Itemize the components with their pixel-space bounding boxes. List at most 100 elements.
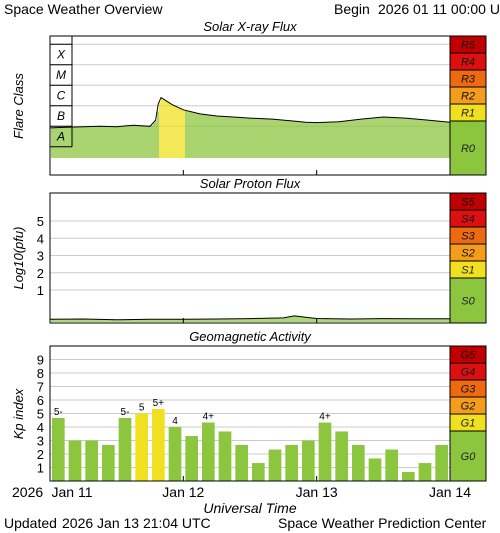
proton-fill-column xyxy=(227,318,229,322)
proton-fill-column xyxy=(361,318,363,322)
xray-fill-column xyxy=(251,118,253,158)
proton-fill-column xyxy=(309,317,311,322)
proton-fill-column xyxy=(247,318,249,322)
xray-fill-column xyxy=(79,126,81,158)
proton-fill-column xyxy=(365,318,367,322)
xray-fill-column xyxy=(83,126,85,158)
xray-fill-column xyxy=(381,117,383,158)
xray-fill-column xyxy=(137,125,139,158)
radio-blackout-scale: R5 R4 R3 R2 R1 R0 xyxy=(449,35,487,176)
xray-fill-column xyxy=(133,125,135,158)
proton-fill-column xyxy=(437,318,439,322)
proton-fill-column xyxy=(421,318,423,322)
kp-panel: Geomagnetic Activity 5- 5- 5 5+4 4+ 4+ 123456… xyxy=(11,329,487,482)
proton-fill-column xyxy=(177,319,179,322)
xray-fill-column xyxy=(75,126,77,158)
proton-fill-column xyxy=(297,316,299,322)
proton-fill-column xyxy=(253,318,255,322)
proton-fill-column xyxy=(53,319,55,322)
xray-fill-column xyxy=(447,121,449,158)
xray-fill-column xyxy=(273,119,275,158)
kp-bar xyxy=(435,444,448,481)
proton-fill-column xyxy=(323,318,325,322)
xray-fill-column xyxy=(207,114,209,158)
proton-fill-column xyxy=(439,318,441,322)
proton-fill-column xyxy=(249,318,251,322)
xray-fill-column xyxy=(149,126,151,158)
xray-fill-column xyxy=(437,120,439,158)
xray-fill-column xyxy=(91,126,93,158)
xray-fill-column xyxy=(265,118,267,158)
proton-fill-column xyxy=(141,319,143,322)
xray-fill-column xyxy=(223,116,225,158)
kp-bar-label: 5 xyxy=(139,403,145,414)
xray-fill-column xyxy=(183,109,185,158)
kp-bar xyxy=(135,413,148,481)
kp-bar xyxy=(85,440,98,481)
xray-fill-column xyxy=(403,117,405,158)
proton-fill-column xyxy=(205,319,207,322)
xray-fill-column xyxy=(135,125,137,158)
x-axis-year: 2026 xyxy=(12,484,44,500)
xray-fill-column xyxy=(261,118,263,158)
xray-fill-column xyxy=(339,121,341,158)
xray-fill-column xyxy=(227,116,229,158)
xray-fill-column xyxy=(439,121,441,158)
xray-fill-column xyxy=(355,119,357,158)
xray-fill-column xyxy=(219,116,221,158)
proton-fill-column xyxy=(231,318,233,322)
xray-fill-column xyxy=(51,127,53,158)
xray-fill-column xyxy=(395,117,397,158)
xray-fill-column xyxy=(433,120,435,158)
xray-fill-column xyxy=(269,118,271,158)
proton-fill-column xyxy=(83,318,85,322)
proton-fill-column xyxy=(401,318,403,322)
xray-fill-column xyxy=(351,120,353,158)
xray-fill-column xyxy=(107,126,109,158)
xray-fill-column xyxy=(287,120,289,158)
xray-fill-column xyxy=(233,117,235,158)
proton-fill-column xyxy=(181,319,183,322)
xray-fill-column xyxy=(317,122,319,158)
proton-fill-column xyxy=(233,318,235,322)
proton-fill-column xyxy=(327,318,329,322)
xray-fill-column xyxy=(141,125,143,158)
proton-fill-column xyxy=(163,319,165,322)
begin-time: 2026 01 11 00:00 UTC xyxy=(378,1,500,17)
solar-radiation-scale: S5 S4 S3 S2 S1 S0 xyxy=(449,192,487,324)
xray-fill-column xyxy=(373,117,375,158)
proton-fill-column xyxy=(61,319,63,322)
xray-fill-column xyxy=(97,126,99,158)
xray-fill-column xyxy=(143,125,145,158)
kp-ytick-label: 6 xyxy=(37,393,44,408)
updated-label: Updated xyxy=(4,515,57,531)
proton-fill-column xyxy=(251,318,253,322)
xray-fill-column xyxy=(159,102,161,158)
scale-label: S4 xyxy=(461,214,474,226)
proton-fill-column xyxy=(337,318,339,322)
proton-fill-column xyxy=(277,318,279,322)
xray-fill-column xyxy=(89,126,91,158)
xray-fill-column xyxy=(139,125,141,158)
begin-label: Begin xyxy=(334,1,370,17)
xray-fill-column xyxy=(405,118,407,158)
proton-fill-column xyxy=(65,319,67,322)
xray-fill-column xyxy=(151,125,153,158)
proton-fill-column xyxy=(73,319,75,322)
xray-fill-column xyxy=(353,120,355,158)
proton-fill-column xyxy=(341,318,343,322)
proton-fill-column xyxy=(99,319,101,322)
kp-bar xyxy=(185,436,198,481)
xray-fill-column xyxy=(177,106,179,158)
proton-fill-column xyxy=(183,319,185,322)
proton-fill-column xyxy=(175,319,177,322)
xray-fill-column xyxy=(375,117,377,158)
x-axis-ticks: Jan 11 Jan 12 Jan 13 Jan 14 xyxy=(49,170,471,500)
xray-fill-column xyxy=(415,118,417,158)
proton-fill-column xyxy=(75,319,77,322)
proton-fill-column xyxy=(239,318,241,322)
xray-fill-column xyxy=(319,122,321,158)
kp-bar xyxy=(168,427,182,481)
